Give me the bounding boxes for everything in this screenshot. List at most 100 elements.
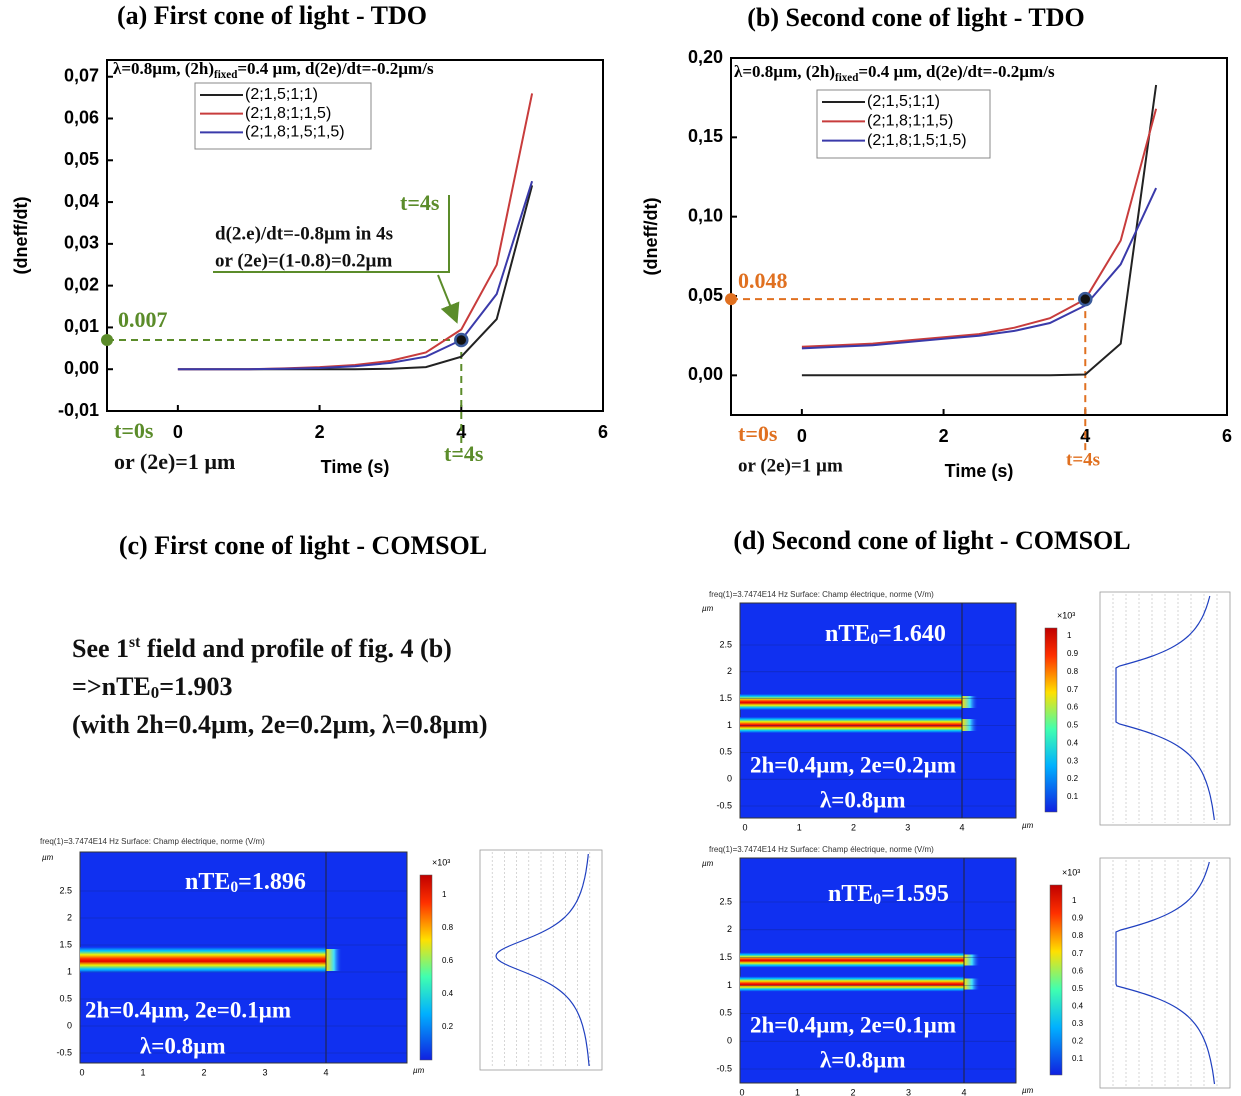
y-tick-label: 0,03 bbox=[64, 233, 99, 253]
note-line: (with 2h=0.4µm, 2e=0.2µm, λ=0.8µm) bbox=[72, 710, 488, 739]
x-tick-label: 4 bbox=[456, 422, 466, 442]
colorbar bbox=[1044, 627, 1058, 813]
map-y-tick: 2.5 bbox=[719, 639, 732, 649]
plot-frame bbox=[106, 59, 604, 412]
profile-curve bbox=[1115, 861, 1216, 1085]
text-part: =1.595 bbox=[881, 881, 949, 907]
y-tick-label: 0,05 bbox=[688, 285, 723, 305]
colorbar-tick: 1 bbox=[442, 890, 447, 899]
field-header: freq(1)=3.7474E14 Hz Surface: Champ élec… bbox=[709, 845, 934, 854]
colorbar-tick: 0.8 bbox=[442, 923, 454, 932]
colorbar-tick: 0.2 bbox=[1067, 774, 1079, 783]
subscript: 0 bbox=[151, 683, 159, 702]
colorbar-tick: 0.9 bbox=[1072, 914, 1084, 923]
map-x-tick: 2 bbox=[851, 822, 856, 832]
map-x-tick: 0 bbox=[742, 822, 747, 832]
x-tick-label: 0 bbox=[173, 422, 183, 442]
text-part: =1.903 bbox=[159, 672, 232, 701]
y-tick-label: 0,07 bbox=[64, 65, 99, 85]
colorbar-tick: 1 bbox=[1072, 896, 1077, 905]
map-y-tick: 2 bbox=[727, 666, 732, 676]
annotation: t=4s bbox=[444, 441, 484, 466]
colorbar-tick: 0.5 bbox=[1072, 984, 1084, 993]
text-part: See 1 bbox=[72, 634, 129, 663]
colorbar-tick: 0.1 bbox=[1072, 1054, 1084, 1063]
map-y-tick: 0 bbox=[727, 774, 732, 784]
colorbar-tick: 1 bbox=[1067, 631, 1072, 640]
colorbar bbox=[1049, 884, 1063, 1076]
text-part: =1.640 bbox=[878, 621, 946, 647]
field-stripe bbox=[80, 947, 326, 973]
colorbar-tick: 0.7 bbox=[1072, 949, 1084, 958]
field-map bbox=[739, 602, 1017, 819]
colorbar-tick: 0.4 bbox=[1067, 738, 1079, 747]
legend-label: (2;1,8;1,5;1,5) bbox=[867, 132, 967, 149]
map-y-tick: 1.5 bbox=[719, 693, 732, 703]
legend-label: (2;1,8;1,5;1,5) bbox=[245, 124, 345, 141]
series-line bbox=[801, 108, 1158, 348]
map-y-tick: 0 bbox=[67, 1020, 72, 1030]
x-axis-label: Time (s) bbox=[321, 457, 390, 477]
panel-title: (d) Second cone of light - COMSOL bbox=[733, 526, 1130, 555]
text-part: λ=0.8µm, (2h) bbox=[734, 62, 835, 81]
colorbar-tick: 0.2 bbox=[442, 1022, 454, 1031]
legend-label: (2;1,5;1;1) bbox=[245, 86, 318, 103]
map-x-tick: 4 bbox=[961, 1087, 966, 1096]
annotation: or (2e)=1 µm bbox=[114, 449, 235, 474]
x-tick-label: 2 bbox=[315, 422, 325, 442]
subscript: 0 bbox=[870, 631, 878, 648]
map-y-tick: 1 bbox=[727, 720, 732, 730]
map-y-tick: 0.5 bbox=[719, 747, 732, 757]
map-x-tick: 4 bbox=[959, 822, 964, 832]
note-line: See 1st field and profile of fig. 4 (b) bbox=[72, 634, 452, 663]
series-line bbox=[177, 185, 534, 371]
map-y-tick: 2 bbox=[727, 924, 732, 934]
map-y-tick: 1 bbox=[727, 980, 732, 990]
series-line bbox=[801, 187, 1158, 350]
parameter-note: λ=0.8µm, (2h)fixed=0.4 µm, d(2e)/dt=-0.2… bbox=[734, 62, 1055, 84]
x-tick-label: 6 bbox=[598, 422, 608, 442]
marker-point bbox=[1078, 291, 1093, 307]
annotation: t=4s bbox=[400, 190, 440, 215]
colorbar-scale: ×10³ bbox=[1057, 610, 1075, 620]
y-tick-label: 0,04 bbox=[64, 191, 99, 211]
marker-point bbox=[454, 332, 469, 348]
map-x-tick: 0 bbox=[79, 1067, 84, 1077]
y-tick-label: 0,00 bbox=[688, 364, 723, 384]
chart-title: (b) Second cone of light - TDO bbox=[747, 3, 1085, 32]
map-y-tick: 2.5 bbox=[719, 896, 732, 906]
geometry-label: 2h=0.4µm, 2e=0.1µm bbox=[750, 1012, 956, 1037]
map-y-tick: -0.5 bbox=[56, 1047, 72, 1057]
colorbar-tick: 0.1 bbox=[1067, 792, 1079, 801]
field-map bbox=[739, 857, 1017, 1084]
annotation: t=4s bbox=[1066, 449, 1100, 470]
map-y-tick: 0.5 bbox=[59, 993, 72, 1003]
map-x-tick: 2 bbox=[850, 1087, 855, 1096]
map-x-tick: 0 bbox=[739, 1087, 744, 1096]
map-y-tick: -0.5 bbox=[716, 800, 732, 810]
map-y-tick: -0.5 bbox=[716, 1063, 732, 1073]
map-x-tick: 4 bbox=[323, 1067, 328, 1077]
profile-curve bbox=[1115, 595, 1215, 821]
map-x-tick: 1 bbox=[140, 1067, 145, 1077]
text-part: field and profile of fig. 4 (b) bbox=[140, 634, 452, 663]
colorbar-tick: 0.4 bbox=[442, 989, 454, 998]
map-y-tick: 1.5 bbox=[719, 952, 732, 962]
x-axis-label: Time (s) bbox=[945, 461, 1014, 481]
field-stripe bbox=[740, 976, 964, 992]
colorbar-scale: ×10³ bbox=[432, 857, 450, 867]
y-tick-label: 0,15 bbox=[688, 126, 723, 146]
annotation-arrow bbox=[437, 274, 460, 324]
wavelength-label: λ=0.8µm bbox=[820, 787, 906, 812]
axis-unit: µm bbox=[1022, 1086, 1034, 1095]
map-y-tick: 1.5 bbox=[59, 939, 72, 949]
annotation: or (2e)=(1-0.8)=0.2µm bbox=[215, 250, 393, 271]
colorbar-scale: ×10³ bbox=[1062, 867, 1080, 877]
map-x-tick: 1 bbox=[797, 822, 802, 832]
annotation: 0.007 bbox=[118, 307, 168, 332]
annotation: d(2.e)/dt=-0.8µm in 4s bbox=[215, 223, 393, 244]
legend-label: (2;1,8;1;1,5) bbox=[245, 105, 331, 122]
subscript: 0 bbox=[873, 891, 881, 908]
y-tick-label: 0,20 bbox=[688, 47, 723, 67]
